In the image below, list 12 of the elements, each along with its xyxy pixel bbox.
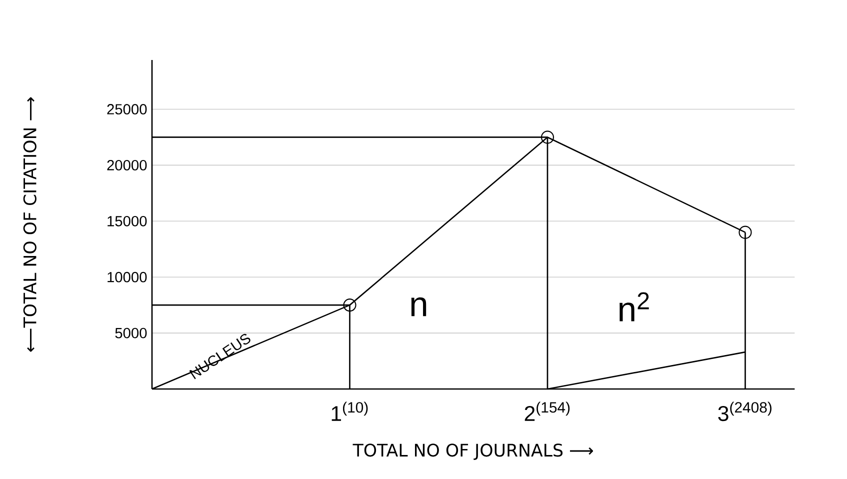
y-tick-label: 5000 bbox=[115, 328, 147, 338]
x-tick-label: 3$^{(2408)}$ bbox=[718, 402, 772, 422]
annotation: n$^{2}$ bbox=[620, 292, 649, 322]
x-tick-label: 2$^{(154)}$ bbox=[524, 402, 570, 421]
y-axis-title: ⟵TOTAL NO OF CITATION ⟶ bbox=[23, 97, 36, 352]
x-axis-title: TOTAL NO OF JOURNALS ⟶ bbox=[352, 444, 594, 460]
x-tick-label: 1$^{(10)}$ bbox=[332, 402, 368, 421]
y-tick-label: 20000 bbox=[107, 160, 147, 170]
y-tick-label: 25000 bbox=[107, 104, 147, 114]
annotation: n bbox=[411, 297, 426, 316]
y-tick-label: 10000 bbox=[108, 272, 147, 282]
y-tick-label: 15000 bbox=[108, 216, 147, 226]
